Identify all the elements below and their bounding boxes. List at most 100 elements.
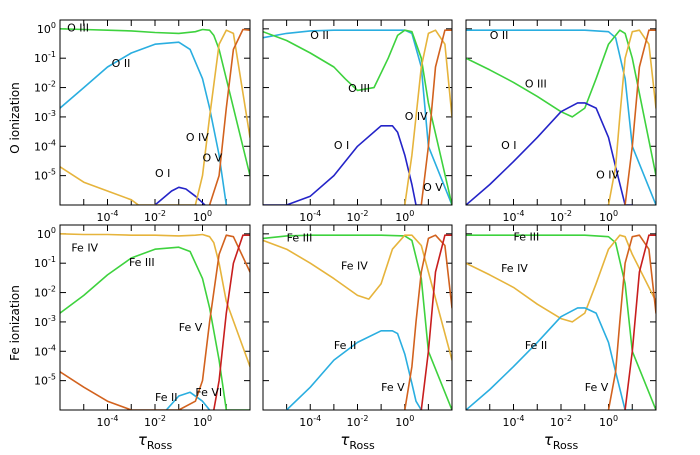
ion-label: Fe II [334, 339, 356, 352]
x-tick-label: 10-2 [144, 414, 166, 429]
y-tick-label: 10-3 [34, 109, 56, 124]
y-tick-label: 10-2 [34, 80, 56, 95]
series-line-ion4 [263, 234, 452, 361]
series-line-ion5 [208, 28, 250, 205]
ion-label: O IV [596, 168, 619, 181]
x-tick-label: 100 [193, 209, 212, 224]
x-tick-label: 10-2 [347, 414, 369, 429]
x-tick-label: 10-2 [144, 209, 166, 224]
series-line-ion4 [607, 29, 656, 205]
x-tick-label: 10-4 [503, 414, 525, 429]
series-line-ion2 [466, 29, 656, 205]
series-line-ion4 [60, 233, 250, 368]
series-line-ion3 [466, 29, 656, 177]
ion-label: Fe IV [71, 242, 98, 255]
panel-1-0: 10-4 10-2 100 100 10-1 10-2 10-3 10-4 10-5 Fe IV F… [34, 224, 251, 452]
panel-frame [262, 19, 453, 206]
series-line-ion4 [466, 234, 656, 323]
y-tick-label: 10-5 [34, 373, 56, 388]
panel-0-2: 10-4 10-2 100 O II O III O I O IV [465, 19, 657, 224]
series-line-ion6 [213, 234, 250, 410]
panel-1-2: 10-4 10-2 100 Fe III Fe IV Fe II Fe V τRoss [465, 224, 657, 452]
y-tick-label: 10-5 [34, 168, 56, 183]
ion-label: Fe III [129, 256, 155, 269]
x-tick-label: 100 [395, 414, 414, 429]
panel-0-1: 10-4 10-2 100 O II O III O IV O I O V [262, 19, 453, 224]
ion-label: O II [490, 29, 509, 42]
series-line-ion4 [60, 29, 250, 205]
series-line-ion5 [607, 234, 656, 410]
x-tick-label: 100 [193, 414, 212, 429]
ion-label: O IV [186, 131, 209, 144]
x-tick-label: 10-4 [299, 414, 321, 429]
series-line-ion3 [263, 234, 452, 410]
x-tick-label: 10-2 [550, 209, 572, 224]
y-tick-label: 10-2 [34, 285, 56, 300]
ion-label: O IV [405, 110, 428, 123]
ion-label: O II [112, 57, 131, 70]
ion-label: Fe V [179, 321, 203, 334]
x-tick-label: 100 [599, 209, 618, 224]
ion-label: Fe V [381, 381, 405, 394]
series-line-ion1 [154, 186, 207, 205]
ion-label: O I [155, 167, 170, 180]
x-tick-label: 10-4 [97, 414, 119, 429]
panel-frame [59, 19, 251, 206]
ion-label: O III [348, 82, 370, 95]
ion-label: Fe III [287, 231, 313, 244]
ion-label: O III [525, 78, 547, 91]
series-line-ion2 [165, 391, 211, 410]
series-line-ion1 [263, 125, 423, 205]
x-tick-label: 10-4 [97, 209, 119, 224]
y-tick-label: 10-3 [34, 314, 56, 329]
ion-label: Fe III [514, 230, 540, 243]
series-line-ion3 [263, 29, 452, 205]
ion-label: Fe V [585, 381, 609, 394]
y-tick-label: 10-1 [34, 255, 56, 270]
panel-frame [262, 224, 453, 411]
series-line-ion5 [624, 29, 656, 205]
series-line-ion5 [420, 29, 452, 205]
ion-label: O II [310, 29, 329, 42]
ion-label: Fe II [155, 391, 177, 404]
panel-frame [59, 224, 251, 411]
series-line-ion4 [404, 29, 452, 205]
x-tick-label: 100 [395, 209, 414, 224]
x-tick-label: 100 [599, 414, 618, 429]
panel-0-0: 10-4 10-2 100 100 10-1 10-2 10-3 10-4 10-5 O III O… [34, 19, 251, 224]
series-line-ion6 [420, 234, 452, 410]
xlabel-tau-ross: τRoss [340, 431, 375, 452]
ion-label: Fe VI [195, 386, 222, 399]
series-line-ion3 [466, 234, 656, 410]
series-line-ion2 [285, 330, 423, 410]
series-line-ion6 [624, 234, 656, 410]
ylabel-fe-ionization: Fe ionization [8, 285, 22, 361]
ion-label: O V [203, 152, 223, 165]
series-line-ion2 [60, 41, 228, 205]
panel-frame [465, 224, 657, 411]
series-line-ion2 [466, 307, 634, 410]
ion-label: O V [423, 181, 443, 194]
y-tick-label: 100 [37, 226, 56, 241]
panels-layer: 10-4 10-2 100 100 10-1 10-2 10-3 10-4 10-5 O III O… [34, 19, 657, 452]
y-tick-label: 10-4 [34, 343, 56, 358]
ion-label: O I [334, 139, 349, 152]
xlabel-tau-ross: τRoss [138, 431, 173, 452]
ion-label: Fe IV [501, 262, 528, 275]
x-tick-label: 10-4 [503, 209, 525, 224]
ylabel-o-ionization: O ionization [8, 82, 22, 154]
x-tick-label: 10-4 [299, 209, 321, 224]
x-tick-label: 10-2 [550, 414, 572, 429]
series-line-ion2 [263, 29, 452, 205]
panel-frame [465, 19, 657, 206]
ion-label: Fe IV [341, 260, 368, 273]
ion-label: O I [501, 139, 516, 152]
y-tick-label: 100 [37, 21, 56, 36]
xlabel-tau-ross: τRoss [544, 431, 579, 452]
series-line-ion5 [60, 234, 250, 410]
y-tick-label: 10-4 [34, 138, 56, 153]
y-tick-label: 10-1 [34, 50, 56, 65]
x-tick-label: 10-2 [347, 209, 369, 224]
series-line-ion1 [466, 102, 634, 205]
